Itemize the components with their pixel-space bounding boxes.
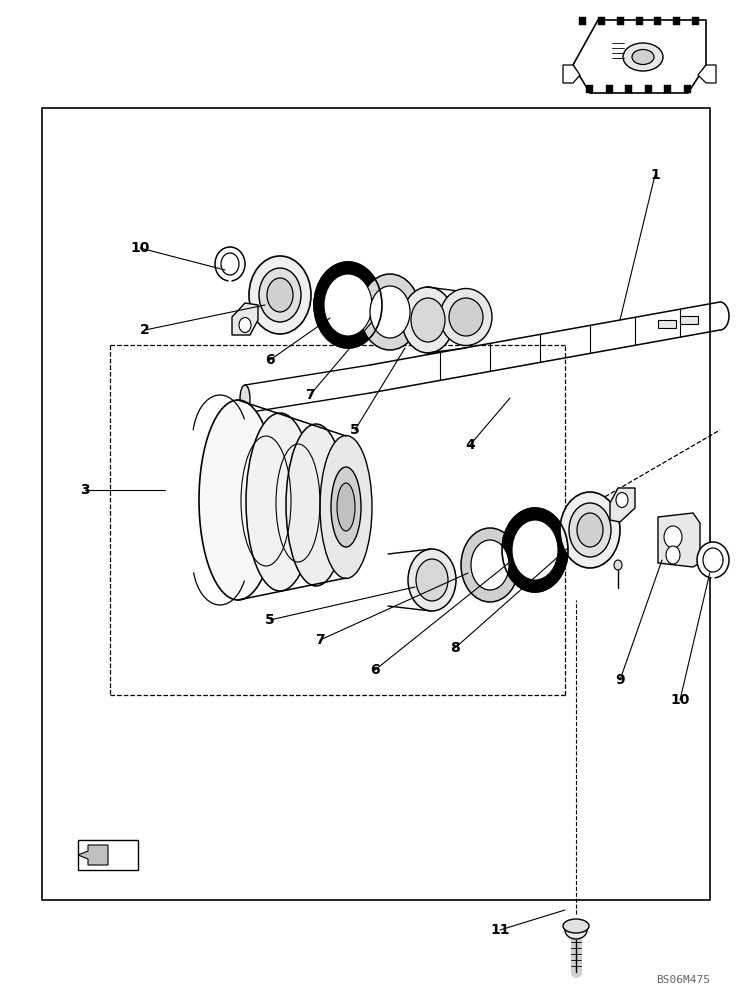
Polygon shape xyxy=(563,65,580,83)
Text: 10: 10 xyxy=(130,241,150,255)
Ellipse shape xyxy=(616,492,628,508)
Bar xyxy=(625,85,632,93)
Text: 9: 9 xyxy=(615,673,625,687)
Polygon shape xyxy=(573,20,706,93)
Bar xyxy=(684,85,691,93)
Text: 2: 2 xyxy=(140,323,150,337)
Ellipse shape xyxy=(408,549,456,611)
Ellipse shape xyxy=(249,256,311,334)
Bar xyxy=(579,17,586,25)
Ellipse shape xyxy=(560,492,620,568)
Ellipse shape xyxy=(666,546,680,564)
Bar xyxy=(692,17,699,25)
Polygon shape xyxy=(78,845,108,865)
Ellipse shape xyxy=(614,560,622,570)
Polygon shape xyxy=(232,303,258,335)
Ellipse shape xyxy=(331,467,361,547)
Ellipse shape xyxy=(512,520,558,580)
Ellipse shape xyxy=(221,253,239,275)
Polygon shape xyxy=(658,513,700,567)
Ellipse shape xyxy=(563,919,589,933)
Ellipse shape xyxy=(703,548,723,572)
Ellipse shape xyxy=(314,262,382,348)
Text: 4: 4 xyxy=(465,438,475,452)
Text: 11: 11 xyxy=(490,923,510,937)
Ellipse shape xyxy=(246,413,314,591)
Bar xyxy=(665,85,672,93)
Ellipse shape xyxy=(370,286,410,338)
Ellipse shape xyxy=(360,274,420,350)
Ellipse shape xyxy=(440,288,492,346)
Bar xyxy=(654,17,661,25)
Bar xyxy=(673,17,680,25)
Bar xyxy=(586,85,593,93)
Ellipse shape xyxy=(239,318,251,332)
Ellipse shape xyxy=(632,49,654,64)
Ellipse shape xyxy=(502,508,568,592)
Polygon shape xyxy=(78,840,138,870)
Ellipse shape xyxy=(267,278,293,312)
Polygon shape xyxy=(698,65,716,83)
Ellipse shape xyxy=(286,424,346,586)
Text: BS06M475: BS06M475 xyxy=(656,975,710,985)
Bar xyxy=(658,320,676,328)
Bar xyxy=(680,316,698,324)
Ellipse shape xyxy=(215,247,245,281)
Text: 1: 1 xyxy=(650,168,660,182)
Text: 5: 5 xyxy=(265,613,275,627)
Text: 6: 6 xyxy=(265,353,274,367)
Ellipse shape xyxy=(471,540,509,590)
Ellipse shape xyxy=(259,268,301,322)
Ellipse shape xyxy=(411,298,445,342)
Text: 6: 6 xyxy=(370,663,380,677)
Bar xyxy=(598,17,605,25)
Bar xyxy=(605,85,613,93)
Text: 8: 8 xyxy=(450,641,460,655)
Ellipse shape xyxy=(240,385,250,413)
Ellipse shape xyxy=(461,528,519,602)
Ellipse shape xyxy=(623,43,663,71)
Text: 7: 7 xyxy=(305,388,315,402)
Ellipse shape xyxy=(199,400,277,600)
Ellipse shape xyxy=(324,274,372,336)
Text: 3: 3 xyxy=(80,483,89,497)
Ellipse shape xyxy=(416,559,448,601)
Bar xyxy=(644,85,652,93)
Ellipse shape xyxy=(664,526,682,548)
Ellipse shape xyxy=(402,287,454,353)
Ellipse shape xyxy=(320,436,372,578)
Ellipse shape xyxy=(577,513,603,547)
Bar xyxy=(617,17,623,25)
Ellipse shape xyxy=(449,298,483,336)
Polygon shape xyxy=(610,488,635,522)
Ellipse shape xyxy=(697,542,729,578)
Bar xyxy=(635,17,642,25)
Ellipse shape xyxy=(569,503,611,557)
Ellipse shape xyxy=(337,483,355,531)
Text: 5: 5 xyxy=(350,423,360,437)
Text: 10: 10 xyxy=(670,693,690,707)
Text: 7: 7 xyxy=(315,633,325,647)
Ellipse shape xyxy=(565,921,587,939)
